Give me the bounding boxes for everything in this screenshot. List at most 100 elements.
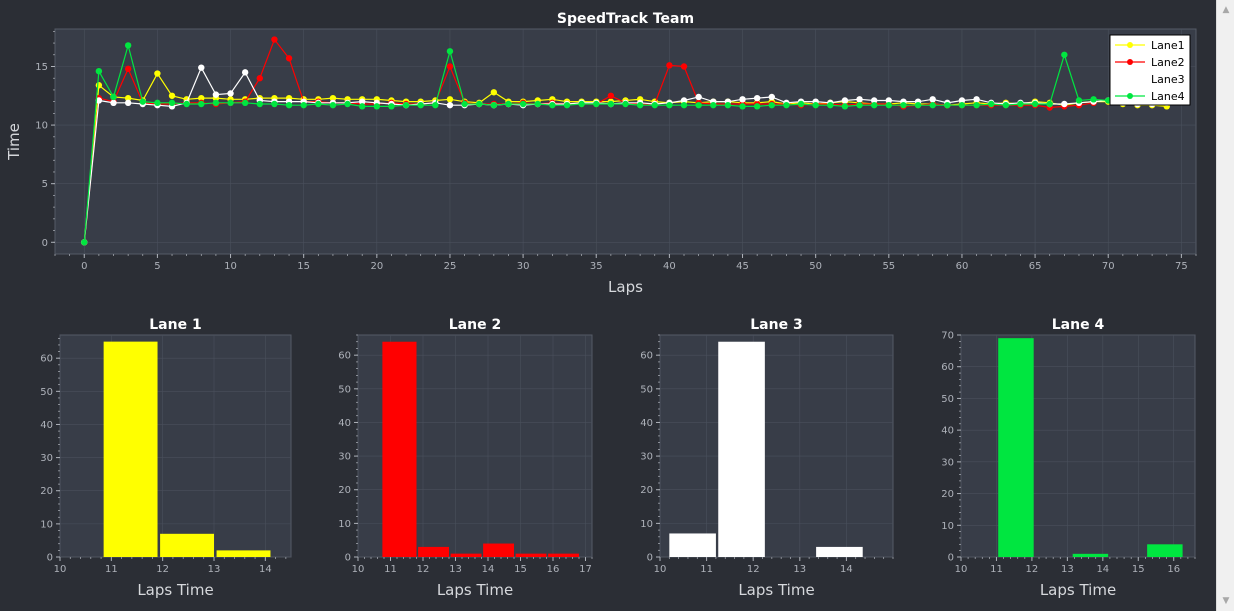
data-point <box>476 100 483 108</box>
x-tick-label: 16 <box>547 564 560 575</box>
y-tick-label: 50 <box>40 387 53 398</box>
x-tick-label: 11 <box>700 564 713 575</box>
data-point <box>388 103 395 110</box>
histogram-bar <box>483 543 514 557</box>
data-point <box>285 101 293 109</box>
x-tick-label: 14 <box>482 564 495 575</box>
data-point <box>110 99 117 107</box>
data-point <box>768 93 775 101</box>
data-point <box>154 99 161 107</box>
data-point <box>695 101 702 109</box>
data-point <box>271 36 278 43</box>
data-point <box>636 101 644 109</box>
y-tick-label: 30 <box>40 453 53 464</box>
data-point <box>168 99 176 107</box>
scroll-up-icon[interactable]: ▲ <box>1222 5 1230 15</box>
x-tick-label: 13 <box>1061 564 1074 575</box>
x-tick-label: 40 <box>663 261 676 272</box>
data-point <box>358 98 366 105</box>
data-point <box>198 100 205 108</box>
y-tick-label: 20 <box>40 486 53 497</box>
data-point <box>783 101 790 109</box>
x-axis-label: Laps Time <box>137 581 213 599</box>
plot-area <box>659 334 894 558</box>
x-tick-label: 13 <box>208 564 221 575</box>
data-point <box>124 99 132 107</box>
y-tick-label: 30 <box>941 457 954 468</box>
data-point <box>446 48 454 55</box>
data-point <box>81 239 88 246</box>
x-tick-label: 5 <box>154 261 160 272</box>
data-point <box>1031 100 1039 108</box>
data-point <box>432 101 439 109</box>
data-point <box>110 93 117 101</box>
legend-box <box>1109 34 1191 106</box>
x-tick-label: 12 <box>417 564 430 575</box>
x-tick-label: 11 <box>384 564 397 575</box>
histogram-bar <box>718 341 765 557</box>
data-point <box>958 97 966 104</box>
x-tick-label: 0 <box>81 261 87 272</box>
data-point <box>241 99 249 107</box>
data-point <box>1061 100 1068 108</box>
histogram-bar <box>418 546 449 557</box>
data-point <box>958 101 966 109</box>
y-tick-label: 10 <box>40 519 53 530</box>
data-point <box>1046 100 1053 108</box>
legend-swatch-marker <box>1127 76 1133 82</box>
data-point <box>593 100 600 108</box>
data-point <box>402 101 410 109</box>
data-point <box>168 92 176 99</box>
data-point <box>183 100 190 108</box>
data-point <box>680 63 688 70</box>
legend-entry: Lane4 <box>1151 90 1185 103</box>
y-tick-label: 0 <box>948 553 954 564</box>
y-tick-label: 70 <box>941 331 954 342</box>
y-axis-label: Time <box>5 123 23 161</box>
data-point <box>505 100 512 108</box>
histogram-bar <box>816 546 863 557</box>
data-point <box>856 96 863 103</box>
x-tick-label: 14 <box>840 564 853 575</box>
x-tick-label: 10 <box>54 564 67 575</box>
data-point <box>988 100 995 108</box>
y-tick-label: 0 <box>42 238 48 249</box>
data-point <box>124 42 132 49</box>
data-point <box>827 101 834 109</box>
y-tick-label: 20 <box>338 485 351 496</box>
data-point <box>490 89 498 96</box>
y-tick-label: 40 <box>941 426 954 437</box>
y-tick-label: 0 <box>647 553 653 564</box>
data-point <box>285 55 293 62</box>
histogram-bar <box>669 533 716 557</box>
y-tick-label: 50 <box>941 394 954 405</box>
data-point <box>929 96 936 103</box>
data-point <box>227 99 234 107</box>
x-tick-label: 11 <box>105 564 118 575</box>
chart-title: Lane 2 <box>449 317 501 333</box>
y-tick-label: 40 <box>640 418 653 429</box>
y-tick-label: 20 <box>640 485 653 496</box>
vertical-scrollbar[interactable]: ▲ ▼ <box>1216 0 1234 611</box>
data-point <box>95 82 103 89</box>
histogram-bar <box>160 533 214 557</box>
y-tick-label: 10 <box>640 519 653 530</box>
data-point <box>446 96 454 103</box>
y-tick-label: 10 <box>35 121 48 132</box>
histogram-bar <box>216 550 271 557</box>
data-point <box>870 97 878 104</box>
x-tick-label: 12 <box>747 564 760 575</box>
scroll-down-icon[interactable]: ▼ <box>1222 596 1230 606</box>
data-point <box>256 100 263 108</box>
histogram-bar <box>515 553 547 557</box>
data-point <box>315 100 322 108</box>
data-point <box>212 91 220 98</box>
x-tick-label: 12 <box>156 564 169 575</box>
x-tick-label: 13 <box>449 564 462 575</box>
data-point <box>812 101 819 109</box>
data-point <box>329 101 337 109</box>
data-point <box>944 101 951 109</box>
y-tick-label: 30 <box>640 452 653 463</box>
data-point <box>198 94 205 102</box>
